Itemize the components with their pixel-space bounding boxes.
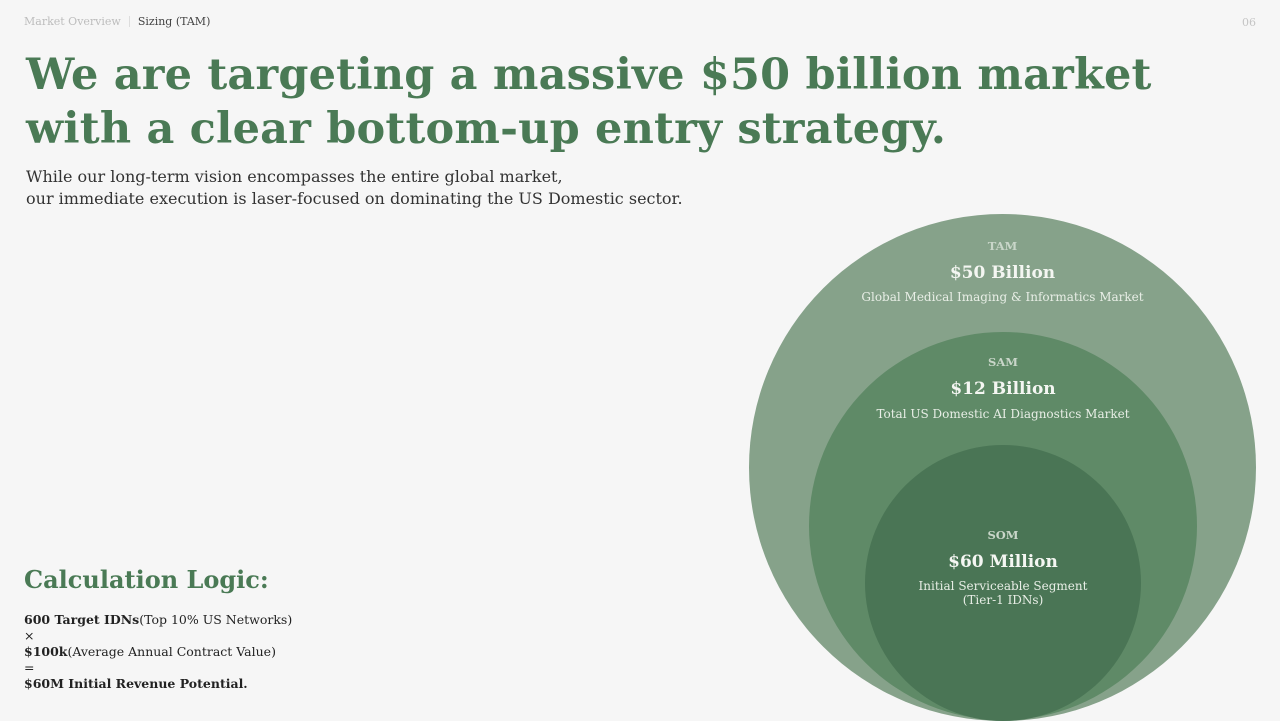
page-title: We are targeting a massive $50 billion m…	[26, 48, 1152, 156]
breadcrumb-current: Sizing (TAM)	[137, 15, 211, 28]
title-line-2: with a clear bottom-up entry strategy.	[26, 104, 947, 154]
tam-description: Global Medical Imaging & Informatics Mar…	[861, 290, 1144, 304]
equals-operator: =	[24, 660, 35, 675]
acv-value: $100k	[24, 644, 68, 659]
som-description-1: Initial Serviceable Segment	[918, 579, 1088, 593]
acv-note: (Average Annual Contract Value)	[67, 644, 276, 659]
calculation-logic: 600 Target IDNs(Top 10% US Networks) × $…	[24, 612, 292, 692]
targets-value: 600 Target IDNs	[24, 612, 140, 627]
breadcrumb-section: Market Overview	[24, 15, 121, 28]
breadcrumb: Market Overview Sizing (TAM)	[24, 15, 210, 28]
subtitle-line-1: While our long-term vision encompasses t…	[26, 167, 563, 186]
sam-description: Total US Domestic AI Diagnostics Market	[876, 407, 1130, 421]
subtitle-line-2: our immediate execution is laser-focused…	[26, 189, 683, 208]
tam-value: $50 Billion	[949, 263, 1056, 283]
page-number: 06	[1242, 16, 1256, 29]
som-value: $60 Million	[948, 552, 1058, 572]
subtitle: While our long-term vision encompasses t…	[26, 166, 683, 210]
som-label: SOM	[987, 528, 1019, 542]
breadcrumb-divider	[128, 16, 130, 27]
calculation-title: Calculation Logic:	[24, 565, 269, 594]
targets-note: (Top 10% US Networks)	[139, 612, 293, 627]
times-operator: ×	[24, 628, 35, 643]
som-description-2: (Tier-1 IDNs)	[962, 593, 1044, 607]
sam-value: $12 Billion	[950, 379, 1056, 399]
title-line-1: We are targeting a massive $50 billion m…	[26, 50, 1152, 100]
som-circle: SOM $60 Million Initial Serviceable Segm…	[865, 445, 1141, 721]
calculation-result: $60M Initial Revenue Potential.	[24, 676, 248, 691]
tam-label: TAM	[987, 239, 1018, 253]
sam-label: SAM	[988, 355, 1018, 369]
